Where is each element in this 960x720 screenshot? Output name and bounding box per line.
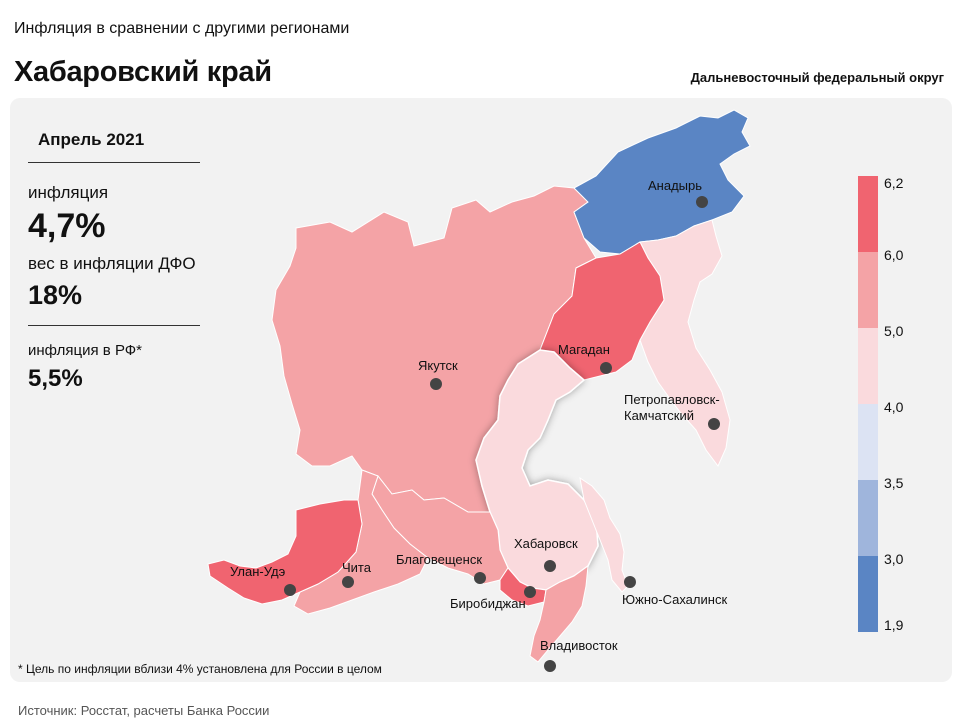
city-dot-khabarovsk bbox=[544, 560, 556, 572]
district-label: Дальневосточный федеральный округ bbox=[690, 70, 944, 85]
legend-band-3-5-4-0 bbox=[858, 404, 878, 480]
weight-label: вес в инфляции ДФО bbox=[28, 254, 196, 273]
city-dot-yakutsk bbox=[430, 378, 442, 390]
inflation-value: 4,7% bbox=[28, 207, 106, 245]
page-title: Хабаровский край bbox=[14, 56, 272, 88]
city-dot-blagoveshchensk bbox=[474, 572, 486, 584]
region-primorye bbox=[529, 564, 589, 663]
city-dot-ulan-ude bbox=[284, 584, 296, 596]
legend-tick: 3,0 bbox=[884, 551, 904, 567]
city-markers bbox=[284, 196, 720, 672]
legend-tick: 3,5 bbox=[884, 475, 904, 491]
city-label-anadyr: Анадырь bbox=[648, 178, 702, 193]
color-legend: 6,2 6,0 5,0 4,0 3,5 3,0 1,9 bbox=[858, 176, 903, 632]
city-label-blagoveshchensk: Благовещенск bbox=[396, 552, 482, 567]
region-khabarovsk bbox=[475, 349, 599, 591]
supertitle: Инфляция в сравнении с другими регионами bbox=[14, 20, 350, 37]
legend-band-3-0-3-5 bbox=[858, 480, 878, 556]
legend-tick: 6,2 bbox=[884, 175, 904, 191]
legend-tick: 4,0 bbox=[884, 399, 904, 415]
city-dot-magadan bbox=[600, 362, 612, 374]
rf-inflation-value: 5,5% bbox=[28, 365, 83, 392]
city-label-petropavlovsk-2: Камчатский bbox=[624, 408, 694, 423]
region-jewish-ao bbox=[499, 567, 547, 607]
stats-block: Апрель 2021 инфляция 4,7% вес в инфляции… bbox=[28, 128, 200, 393]
stats-divider bbox=[28, 325, 200, 326]
source-line: Источник: Росстат, расчеты Банка России bbox=[18, 703, 270, 718]
weight-value: 18% bbox=[28, 280, 83, 310]
footnote: * Цель по инфляции вблизи 4% установлена… bbox=[18, 662, 382, 676]
region-chukotka bbox=[573, 109, 751, 255]
city-dot-petropavlovsk bbox=[708, 418, 720, 430]
legend-band-4-0-5-0 bbox=[858, 328, 878, 404]
city-label-petropavlovsk-1: Петропавловск- bbox=[624, 392, 720, 407]
legend-tick: 1,9 bbox=[884, 617, 904, 633]
legend-band-6-0-6-2 bbox=[858, 176, 878, 252]
legend-band-5-0-6-0 bbox=[858, 252, 878, 328]
legend-band-1-9-3-0 bbox=[858, 556, 878, 632]
legend-tick: 6,0 bbox=[884, 247, 904, 263]
region-buryatia bbox=[207, 499, 363, 605]
city-label-magadan: Магадан bbox=[558, 342, 610, 357]
city-label-yuzhno-sakhalinsk: Южно-Сахалинск bbox=[622, 592, 727, 607]
period-label: Апрель 2021 bbox=[28, 128, 200, 163]
city-label-khabarovsk: Хабаровск bbox=[514, 536, 578, 551]
city-label-yakutsk: Якутск bbox=[418, 358, 458, 373]
city-dot-vladivostok bbox=[544, 660, 556, 672]
city-dot-birobidzhan bbox=[524, 586, 536, 598]
rf-inflation-label: инфляция в РФ* bbox=[28, 342, 143, 359]
city-label-vladivostok: Владивосток bbox=[540, 638, 618, 653]
city-dot-chita bbox=[342, 576, 354, 588]
legend-tick: 5,0 bbox=[884, 323, 904, 339]
city-dot-yuzhno-sakhalinsk bbox=[624, 576, 636, 588]
city-label-chita: Чита bbox=[342, 560, 372, 575]
city-labels: Анадырь Магадан Петропавловск- Камчатски… bbox=[230, 178, 727, 653]
inflation-label: инфляция bbox=[28, 183, 109, 202]
city-label-birobidzhan: Биробиджан bbox=[450, 596, 526, 611]
city-dot-anadyr bbox=[696, 196, 708, 208]
city-label-ulan-ude: Улан-Удэ bbox=[230, 564, 286, 579]
